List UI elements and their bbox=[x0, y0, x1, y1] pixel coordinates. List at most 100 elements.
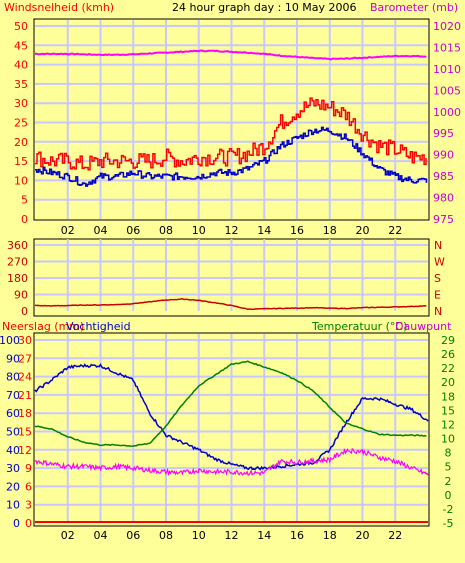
direction-tick-label: 90 bbox=[14, 289, 28, 302]
humidity-tick-label: 30 bbox=[6, 462, 20, 475]
barometer-tick-label: 995 bbox=[433, 127, 454, 140]
rain-tick-label: 24 bbox=[18, 371, 32, 384]
x-tick-label: 18 bbox=[323, 529, 337, 542]
temperature-tick-label: 20 bbox=[441, 376, 455, 389]
wind-tick-label: 35 bbox=[14, 78, 28, 91]
x-tick-label: 08 bbox=[159, 224, 173, 237]
humidity-tick-label: 60 bbox=[6, 407, 20, 420]
rain-tick-label: 27 bbox=[18, 352, 32, 365]
temperature-tick-label: -5 bbox=[443, 517, 454, 530]
temperature-tick-label: 0 bbox=[445, 489, 452, 502]
x-tick-label: 14 bbox=[257, 529, 271, 542]
tick-labels: 0202040406060808101012121414161618182020… bbox=[0, 20, 461, 542]
temperature-tick-label: 18 bbox=[441, 390, 455, 403]
x-tick-label: 18 bbox=[323, 224, 337, 237]
wind-tick-label: 10 bbox=[14, 174, 28, 187]
climate-panel-frame bbox=[33, 332, 430, 527]
x-tick-label: 06 bbox=[126, 224, 140, 237]
direction-tick-label: 360 bbox=[7, 239, 28, 252]
compass-label: N bbox=[434, 305, 442, 318]
barometer-tick-label: 990 bbox=[433, 149, 454, 162]
temperature-tick-label: -2 bbox=[443, 503, 454, 516]
temperature-tick-label: 10 bbox=[441, 433, 455, 446]
x-tick-label: 16 bbox=[290, 529, 304, 542]
humidity-tick-label: 10 bbox=[6, 499, 20, 512]
dewpoint-axis-title: Dauwpunt bbox=[395, 320, 452, 333]
temperature-tick-label: 29 bbox=[441, 334, 455, 347]
humidity-axis-title: Vochtigheid bbox=[66, 320, 131, 333]
x-tick-label: 04 bbox=[94, 224, 108, 237]
wind-line bbox=[35, 126, 428, 187]
wind-tick-label: 5 bbox=[21, 194, 28, 207]
humidity-tick-label: 100 bbox=[0, 334, 20, 347]
rain-tick-label: 15 bbox=[18, 426, 32, 439]
wind-tick-label: 15 bbox=[14, 155, 28, 168]
temperature-tick-label: 2 bbox=[445, 475, 452, 488]
humidity-tick-label: 90 bbox=[6, 352, 20, 365]
humidity-tick-label: 20 bbox=[6, 480, 20, 493]
rain-tick-label: 12 bbox=[18, 444, 32, 457]
direction-line bbox=[34, 298, 427, 311]
temperature-axis-title: Temperatuur (°C) bbox=[311, 320, 407, 333]
rain-tick-label: 18 bbox=[18, 407, 32, 420]
x-tick-label: 12 bbox=[225, 224, 239, 237]
barometer-tick-label: 1005 bbox=[433, 84, 461, 97]
x-tick-label: 22 bbox=[388, 529, 402, 542]
series-layer bbox=[34, 49, 429, 523]
x-tick-label: 14 bbox=[257, 224, 271, 237]
temperature-tick-label: 22 bbox=[441, 362, 455, 375]
x-tick-label: 06 bbox=[126, 529, 140, 542]
compass-label: W bbox=[434, 256, 445, 269]
humidity-tick-label: 50 bbox=[6, 426, 20, 439]
x-tick-label: 20 bbox=[356, 224, 370, 237]
temperature-tick-label: 5 bbox=[445, 461, 452, 474]
wind-tick-label: 50 bbox=[14, 20, 28, 33]
barometer-tick-label: 980 bbox=[433, 192, 454, 205]
dewpoint-line bbox=[34, 448, 429, 477]
barometer-axis-title: Barometer (mb) bbox=[370, 1, 458, 14]
rain-tick-label: 9 bbox=[25, 462, 32, 475]
barometer-tick-label: 985 bbox=[433, 170, 454, 183]
direction-tick-label: 270 bbox=[7, 256, 28, 269]
x-tick-label: 04 bbox=[94, 529, 108, 542]
barometer-tick-label: 1020 bbox=[433, 20, 461, 33]
barometer-tick-label: 1010 bbox=[433, 63, 461, 76]
temperature-line bbox=[34, 360, 427, 447]
wind-axis-title: Windsnelheid (kmh) bbox=[4, 1, 114, 14]
wind-tick-label: 25 bbox=[14, 117, 28, 130]
rain-tick-label: 30 bbox=[18, 334, 32, 347]
x-tick-label: 10 bbox=[192, 224, 206, 237]
temperature-tick-label: 26 bbox=[441, 348, 455, 361]
x-tick-label: 16 bbox=[290, 224, 304, 237]
wind-tick-label: 40 bbox=[14, 59, 28, 72]
x-tick-label: 02 bbox=[61, 224, 75, 237]
temperature-tick-label: 8 bbox=[445, 447, 452, 460]
barometer-tick-label: 1000 bbox=[433, 106, 461, 119]
x-tick-label: 10 bbox=[192, 529, 206, 542]
compass-label: S bbox=[434, 272, 441, 285]
humidity-tick-label: 40 bbox=[6, 444, 20, 457]
grid-layer bbox=[35, 20, 428, 523]
humidity-tick-label: 70 bbox=[6, 389, 20, 402]
compass-label: N bbox=[434, 239, 442, 252]
compass-label: E bbox=[434, 289, 441, 302]
wind-tick-label: 20 bbox=[14, 136, 28, 149]
x-tick-label: 20 bbox=[356, 529, 370, 542]
direction-tick-label: 180 bbox=[7, 272, 28, 285]
temperature-tick-label: 12 bbox=[441, 418, 455, 431]
temperature-tick-label: 15 bbox=[441, 404, 455, 417]
rain-tick-label: 0 bbox=[25, 517, 32, 530]
pressure-line bbox=[34, 49, 427, 61]
rain-tick-label: 21 bbox=[18, 389, 32, 402]
barometer-tick-label: 975 bbox=[433, 213, 454, 226]
wind-tick-label: 45 bbox=[14, 39, 28, 52]
rain-axis-title: Neerslag (mm) bbox=[2, 320, 84, 333]
humidity-tick-label: 0 bbox=[13, 517, 20, 530]
direction-tick-label: 0 bbox=[21, 305, 28, 318]
x-tick-label: 22 bbox=[388, 224, 402, 237]
x-tick-label: 12 bbox=[225, 529, 239, 542]
rain-tick-label: 6 bbox=[25, 480, 32, 493]
graph-title: 24 hour graph day : 10 May 2006 bbox=[172, 1, 357, 14]
barometer-tick-label: 1015 bbox=[433, 41, 461, 54]
